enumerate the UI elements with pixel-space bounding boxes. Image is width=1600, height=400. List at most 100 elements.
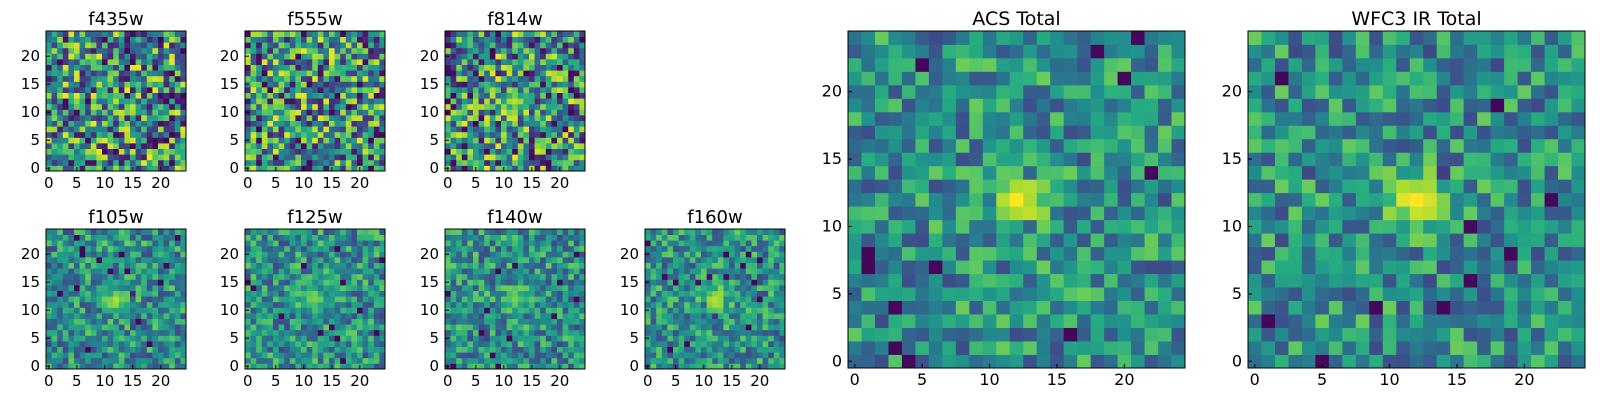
pixel (888, 314, 903, 328)
pixel (113, 363, 120, 370)
pixel (545, 47, 552, 54)
pixel (85, 42, 92, 49)
pixel (373, 120, 380, 127)
pixel (473, 357, 479, 364)
pixel (323, 296, 330, 303)
pixel (534, 268, 541, 275)
pixel (312, 131, 319, 138)
pixel (57, 115, 64, 121)
y-tick-label: 5 (229, 131, 239, 149)
pixel (745, 329, 752, 336)
pixel (118, 324, 125, 331)
pixel (163, 290, 170, 297)
pixel (456, 109, 463, 116)
pixel (107, 234, 114, 241)
pixel (295, 148, 302, 155)
pixel (295, 335, 302, 342)
pixel (90, 87, 97, 93)
pixel (551, 301, 558, 308)
pixel (723, 257, 730, 263)
pixel (523, 251, 530, 258)
pixel (848, 314, 862, 328)
pixel (461, 92, 468, 99)
pixel (478, 159, 485, 166)
pixel (373, 352, 380, 359)
pixel (445, 126, 451, 133)
pixel (534, 273, 541, 280)
pixel (551, 92, 558, 99)
pixel (362, 307, 369, 314)
pixel (779, 279, 786, 286)
pixel (729, 301, 735, 308)
pixel (779, 285, 786, 291)
pixel (273, 245, 279, 252)
pixel (512, 42, 519, 49)
pixel (57, 120, 64, 127)
pixel (62, 87, 69, 93)
pixel (915, 165, 930, 180)
pixel (529, 137, 535, 144)
pixel (267, 115, 274, 121)
pixel (261, 131, 268, 138)
pixel (301, 307, 307, 314)
pixel (289, 262, 296, 269)
pixel (373, 229, 380, 235)
pixel (506, 318, 513, 325)
pixel (551, 262, 558, 269)
pixel (523, 318, 530, 325)
pixel (484, 70, 491, 77)
pixel (245, 126, 251, 133)
pixel (757, 245, 763, 252)
pixel (456, 329, 463, 336)
pixel (351, 229, 358, 235)
pixel (734, 346, 741, 353)
pixel (362, 273, 369, 280)
pixel (351, 159, 358, 166)
pixel (751, 363, 758, 370)
pixel (501, 234, 507, 241)
pixel (57, 143, 64, 149)
pixel (90, 257, 97, 263)
pixel (450, 36, 457, 43)
x-tick-label: 0 (243, 372, 253, 390)
pixel (85, 341, 92, 347)
pixel (357, 273, 363, 280)
pixel (661, 268, 668, 275)
pixel (146, 103, 153, 110)
pixel (329, 53, 335, 60)
pixel (124, 109, 131, 116)
pixel (1036, 314, 1051, 328)
pixel (250, 324, 257, 331)
pixel (701, 313, 707, 319)
pixel (345, 92, 352, 99)
pixel (551, 148, 558, 155)
pixel (130, 257, 136, 263)
pixel (379, 296, 386, 303)
pixel (102, 70, 108, 77)
pixel (273, 47, 279, 54)
pixel (79, 154, 86, 161)
pixel (695, 273, 702, 280)
pixel (329, 75, 335, 82)
pixel (473, 329, 479, 336)
pixel (46, 301, 52, 308)
pixel (334, 273, 341, 280)
pixel (107, 296, 114, 303)
pixel (362, 268, 369, 275)
pixel (278, 42, 285, 49)
pixel (667, 346, 674, 353)
pixel (517, 98, 524, 105)
pixel (1117, 206, 1132, 221)
pixel (684, 240, 691, 247)
pixel (312, 234, 319, 241)
pixel (295, 120, 302, 127)
pixel (484, 346, 491, 353)
pixel (661, 335, 668, 342)
pixel (573, 143, 580, 149)
pixel (484, 229, 491, 235)
pixel (706, 229, 713, 235)
pixel (306, 53, 313, 60)
pixel (982, 179, 997, 194)
pixel (261, 335, 268, 342)
pixel (124, 42, 131, 49)
